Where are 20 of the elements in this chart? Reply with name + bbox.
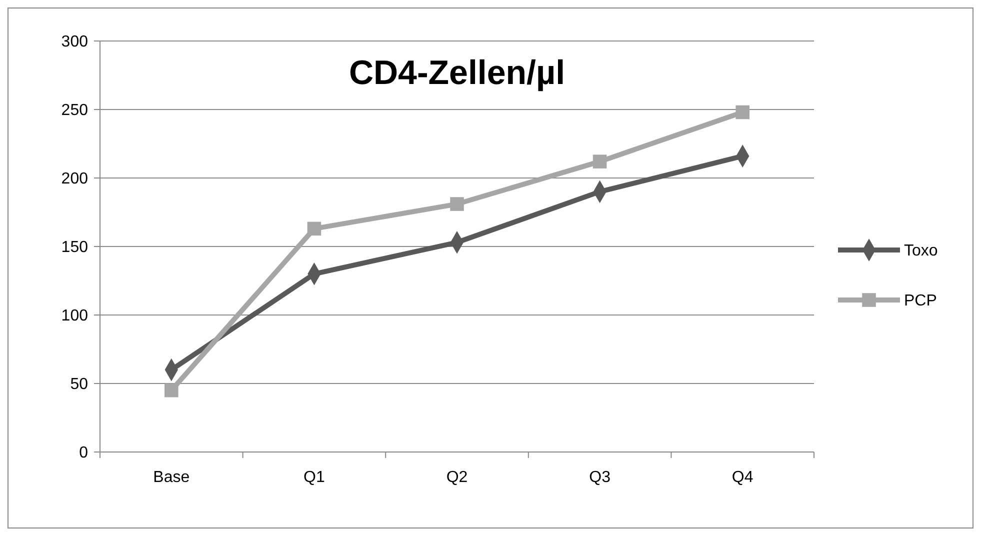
x-tick-label: Q4 bbox=[732, 469, 754, 486]
x-tick-label: Q3 bbox=[589, 469, 611, 486]
point bbox=[736, 105, 750, 120]
y-tick-label: 300 bbox=[61, 34, 88, 51]
y-tick-label: 50 bbox=[70, 376, 88, 394]
point bbox=[450, 197, 464, 211]
x-tick-label: Base bbox=[153, 469, 190, 486]
y-tick-label: 0 bbox=[79, 444, 88, 462]
point bbox=[592, 154, 607, 168]
y-tick-label: 100 bbox=[61, 308, 88, 325]
point bbox=[164, 383, 178, 398]
x-tick-label: Q2 bbox=[446, 469, 468, 486]
y-tick-label: 200 bbox=[61, 170, 88, 188]
x-tick-label: Q1 bbox=[304, 469, 325, 486]
legend-label: PCP bbox=[904, 292, 937, 310]
point bbox=[307, 222, 322, 236]
legend-label: Toxo bbox=[904, 242, 938, 260]
chart-title: CD4-Zellen/µl bbox=[348, 54, 566, 92]
y-tick-label: 150 bbox=[61, 239, 88, 256]
y-tick-label: 250 bbox=[61, 102, 88, 120]
